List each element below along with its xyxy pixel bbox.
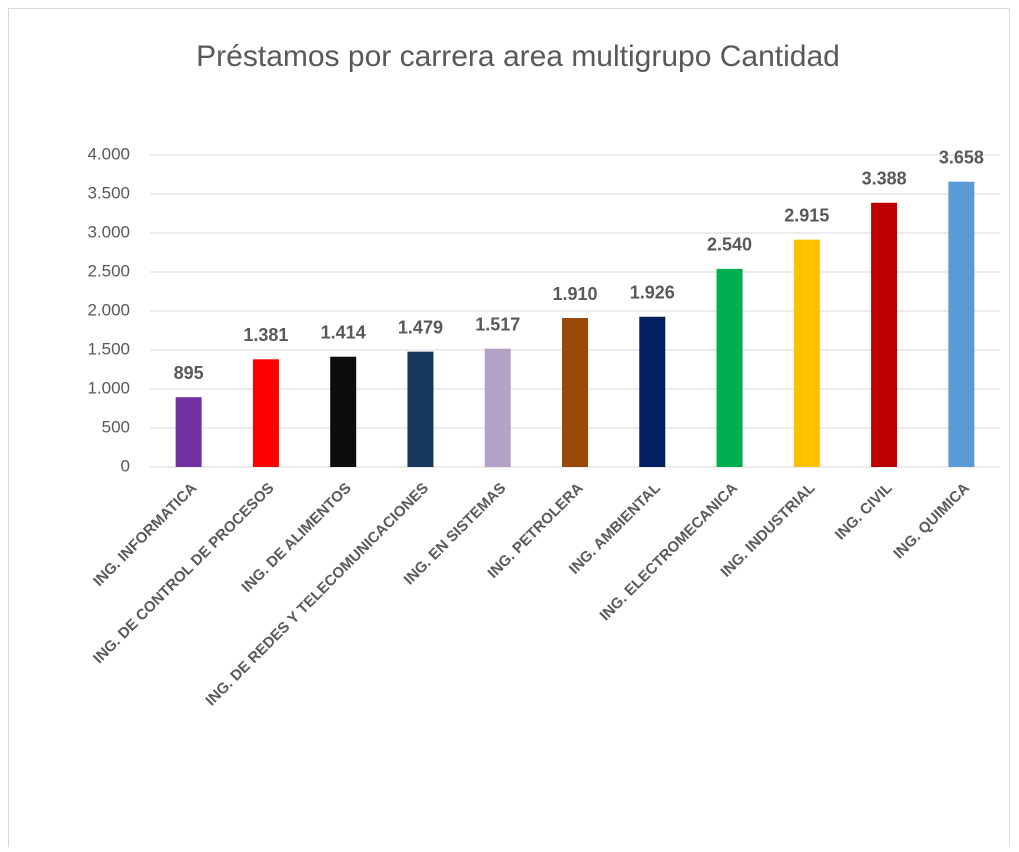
data-label: 1.381: [243, 325, 288, 345]
data-label: 2.915: [784, 205, 829, 225]
data-label: 1.479: [398, 317, 443, 337]
data-label: 1.926: [630, 283, 675, 303]
data-label: 1.517: [475, 314, 520, 334]
bar: [948, 181, 975, 467]
data-label: 3.388: [862, 168, 907, 188]
y-tick-label: 4.000: [87, 144, 130, 163]
bar: [175, 397, 202, 467]
bar: [252, 359, 279, 467]
y-tick-label: 0: [121, 456, 130, 475]
data-label: 1.910: [552, 284, 597, 304]
y-tick-label: 2.500: [87, 261, 130, 280]
bar: [716, 268, 743, 467]
bar: [562, 318, 588, 467]
y-tick-label: 1.000: [87, 378, 130, 397]
data-label: 895: [174, 363, 204, 383]
bar: [330, 356, 357, 467]
chart-title: Préstamos por carrera area multigrupo Ca…: [196, 40, 840, 73]
bar: [484, 348, 511, 467]
bar: [407, 351, 434, 467]
bar: [639, 316, 666, 467]
data-label: 3.658: [939, 147, 984, 167]
y-tick-label: 1.500: [87, 339, 130, 358]
y-tick-label: 3.500: [87, 183, 130, 202]
bar: [793, 239, 820, 467]
y-tick-label: 2.000: [87, 300, 130, 319]
y-tick-label: 500: [102, 417, 130, 436]
data-label: 2.540: [707, 235, 752, 255]
bar: [871, 202, 898, 467]
data-label: 1.414: [321, 322, 366, 342]
y-tick-label: 3.000: [87, 222, 130, 241]
